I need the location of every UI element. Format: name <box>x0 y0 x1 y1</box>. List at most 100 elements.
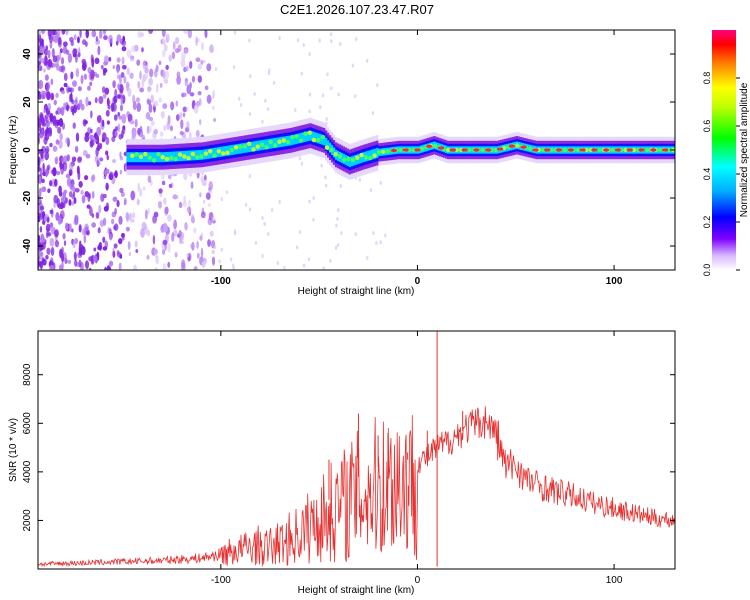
band-cell <box>197 150 200 161</box>
band-cell <box>224 145 228 156</box>
band-core <box>203 151 209 156</box>
noise-blob <box>201 260 206 266</box>
band-cell <box>362 152 365 163</box>
snr-marks <box>38 331 675 568</box>
noise-blob <box>66 154 70 162</box>
noise-blob <box>122 125 126 135</box>
noise-blob <box>68 199 72 206</box>
noise-blob <box>119 83 124 94</box>
noise-blob <box>49 222 54 228</box>
noise-blob <box>218 259 221 264</box>
band-core <box>255 144 261 149</box>
noise-blob <box>163 43 168 52</box>
noise-blob <box>294 108 297 113</box>
noise-blob <box>203 59 206 64</box>
band-cell <box>370 149 373 160</box>
band-core <box>316 137 321 143</box>
noise-blob <box>197 75 202 83</box>
noise-blob <box>159 131 164 137</box>
band-core <box>229 147 235 153</box>
noise-blob <box>74 53 78 64</box>
band-core <box>164 156 170 162</box>
noise-blob <box>322 266 325 270</box>
noise-blob <box>42 171 47 177</box>
noise-blob <box>70 98 74 103</box>
noise-blob <box>136 198 140 206</box>
snr-xtick-label: -100 <box>211 575 231 586</box>
noise-blob <box>325 183 328 188</box>
snr-axes: -100 0 100 2000 4000 6000 8000 <box>22 331 675 586</box>
noise-blob <box>296 38 300 43</box>
noise-blob <box>300 161 304 166</box>
noise-blob <box>190 213 195 224</box>
heatmap-xtick-label: 0 <box>415 276 421 287</box>
snr-ytick-label: 8000 <box>22 363 33 386</box>
noise-blob <box>182 112 186 118</box>
band-cell <box>303 132 306 143</box>
band-core <box>528 146 533 151</box>
noise-blob <box>175 114 180 122</box>
band-peak <box>461 148 468 152</box>
colorbar-label: Normalized spectral amplitude <box>739 82 750 217</box>
noise-blob <box>81 62 87 71</box>
noise-blob <box>79 30 82 38</box>
noise-blob <box>52 167 57 177</box>
noise-blob <box>74 259 78 267</box>
noise-blob <box>66 104 69 112</box>
noise-blob <box>157 200 163 209</box>
noise-blob <box>54 229 59 238</box>
noise-blob <box>168 183 173 189</box>
noise-blob <box>244 202 248 207</box>
noise-blob <box>200 60 204 65</box>
noise-blob <box>46 91 51 101</box>
noise-blob <box>192 227 197 234</box>
noise-blob <box>196 252 200 259</box>
noise-blob <box>114 88 118 98</box>
noise-blob <box>109 233 113 241</box>
noise-blob <box>113 243 118 249</box>
noise-blob <box>139 70 142 80</box>
band-core <box>329 147 334 153</box>
noise-blob <box>61 90 65 95</box>
noise-blob <box>78 180 83 188</box>
noise-blob <box>248 38 251 43</box>
noise-blob <box>337 92 340 97</box>
noise-blob <box>196 240 199 249</box>
noise-blob <box>270 208 274 213</box>
noise-blob <box>212 105 215 110</box>
band-peak <box>650 148 657 152</box>
noise-blob <box>384 233 387 238</box>
noise-blob <box>70 183 75 192</box>
noise-blob <box>105 182 109 191</box>
noise-blob <box>56 170 61 176</box>
noise-blob <box>103 35 108 41</box>
noise-blob <box>167 174 171 180</box>
noise-blob <box>88 192 91 200</box>
noise-blob <box>308 109 311 114</box>
noise-blob <box>73 197 77 204</box>
noise-blob <box>69 36 74 43</box>
noise-blob <box>248 207 252 212</box>
heatmap-ytick-label: 0 <box>22 147 33 153</box>
noise-blob <box>176 71 181 79</box>
noise-blob <box>44 48 48 56</box>
band-cell <box>157 152 161 163</box>
band-cell <box>211 148 214 159</box>
noise-blob <box>141 221 147 231</box>
band-cell <box>327 140 330 151</box>
band-core <box>177 152 183 157</box>
noise-blob <box>80 190 84 195</box>
noise-blob <box>71 156 77 163</box>
noise-blob <box>118 238 123 245</box>
noise-blob <box>78 259 82 268</box>
noise-blob <box>59 48 63 54</box>
band-peak <box>496 147 504 151</box>
noise-blob <box>229 257 233 262</box>
noise-blob <box>161 30 166 38</box>
heatmap-ylabel: Frequency (Hz) <box>8 116 19 185</box>
noise-blob <box>162 69 166 79</box>
noise-blob <box>129 218 135 223</box>
noise-blob <box>197 90 202 96</box>
noise-blob <box>220 197 224 202</box>
noise-blob <box>355 37 358 42</box>
